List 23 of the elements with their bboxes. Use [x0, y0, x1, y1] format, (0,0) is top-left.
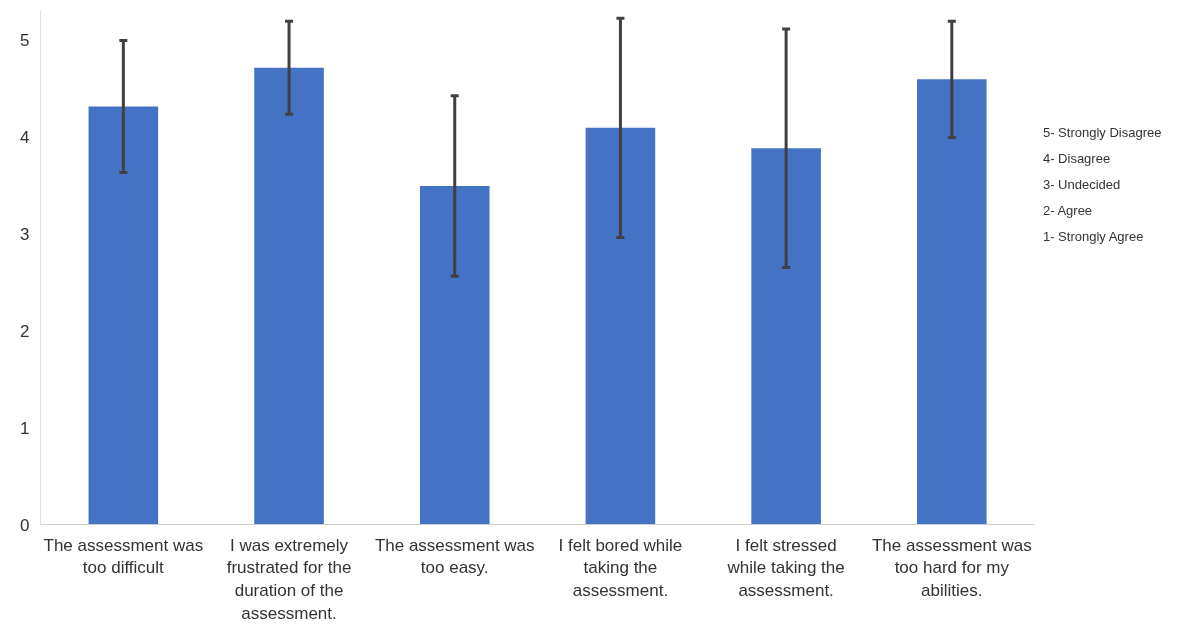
x-tick-label: I felt stressed while taking the assessment. [726, 535, 845, 601]
bar [585, 127, 656, 525]
bar [88, 106, 159, 525]
bar [917, 79, 987, 525]
x-tick-label: The assessment was too difficult [43, 535, 204, 578]
x-tick-label: The assessment was too hard for my abilities. [871, 535, 1032, 601]
y-tick-label: 2 [20, 321, 30, 341]
text: 3- Undecided [1042, 176, 1121, 192]
y-tick-label: 4 [20, 127, 30, 147]
y-tick-label: 1 [20, 418, 30, 438]
x-tick-label: I felt bored while taking the assessment. [558, 535, 683, 601]
text: 4- Disagree [1042, 150, 1111, 166]
bar [419, 186, 490, 525]
text: 2- Agree [1042, 202, 1093, 218]
bar [751, 148, 821, 525]
y-tick-label: 0 [20, 515, 30, 535]
y-tick-label: 5 [20, 30, 30, 50]
y-tick-label: 3 [20, 224, 30, 244]
text: 5- Strongly Disagree [1042, 124, 1162, 140]
x-tick-label: The assessment was too easy. [374, 535, 535, 578]
bar [254, 67, 324, 525]
text: 1- Strongly Agree [1042, 228, 1144, 244]
x-tick-label: I was extremely frustrated for the duration of the assessment. [226, 535, 352, 623]
